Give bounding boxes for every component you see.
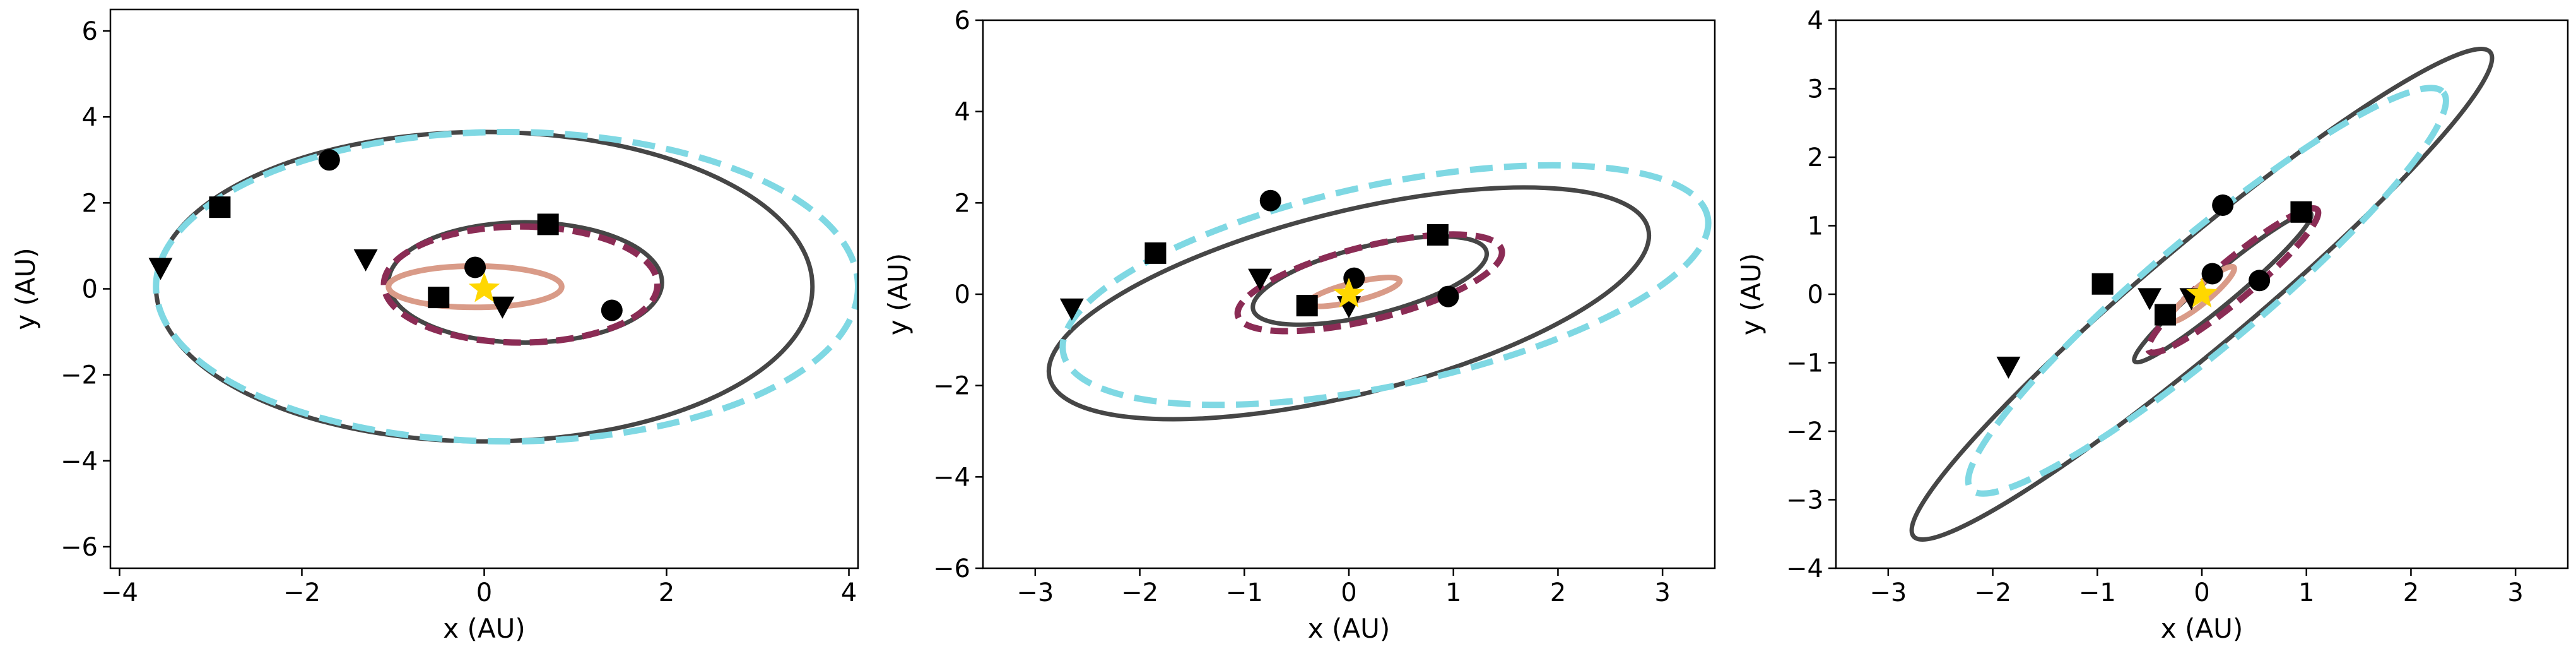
marker-square-2 [1144,242,1167,264]
y-axis-label: y (AU) [883,253,914,335]
x-tick-label: −1 [2079,578,2116,607]
x-tick-label: 2 [1550,578,1566,607]
x-tick-label: 1 [2298,578,2314,607]
y-tick-label: 2 [1808,143,1823,172]
marker-circle-1 [2212,194,2234,216]
y-tick-label: 0 [82,275,98,304]
y-axis-label: y (AU) [1736,253,1767,335]
y-tick-label: 0 [955,280,970,309]
plot-area [148,129,858,445]
star-icon [1333,278,1365,307]
marker-circle-7 [464,256,486,278]
marker-square-4 [537,213,559,236]
y-tick-label: −6 [61,533,98,562]
y-tick-label: 0 [1808,280,1823,309]
orbit-cyan-dashed-2 [1059,162,1712,409]
x-tick-label: −2 [283,578,321,607]
x-tick-label: 0 [1341,578,1356,607]
y-tick-label: −2 [933,372,970,401]
marker-triangle-3 [1059,298,1084,321]
marker-square-4 [1426,224,1449,246]
y-tick-label: −4 [61,447,98,476]
orbit-maroon-dashed-4 [1234,231,1505,335]
marker-circle-7 [2201,263,2223,285]
marker-square-4 [2290,201,2312,223]
marker-square-8 [2155,304,2176,326]
marker-triangle-5 [1248,268,1273,291]
y-tick-label: 4 [82,103,98,132]
x-tick-label: −1 [1226,578,1263,607]
marker-triangle-9 [490,296,515,319]
marker-square-8 [1296,295,1318,317]
x-tick-label: 0 [476,578,492,607]
x-tick-label: −2 [1121,578,1158,607]
orbit-dark-1 [1046,185,1652,422]
marker-square-2 [209,196,231,218]
y-tick-label: −3 [1786,486,1823,515]
x-tick-label: −3 [1016,578,1054,607]
x-tick-label: 2 [659,578,674,607]
marker-square-8 [428,287,450,309]
y-tick-label: 2 [955,189,970,218]
marker-circle-6 [601,299,623,321]
x-tick-label: 0 [2194,578,2209,607]
y-tick-label: 3 [1808,75,1823,104]
x-tick-label: 3 [2507,578,2523,607]
y-tick-label: 1 [1808,212,1823,241]
chart-panel-2: −3 −2 −1 0 1 2 3 −6 −4 −2 0 2 4 6 x (AU) y (AU) [883,6,1716,644]
y-tick-label: 6 [82,17,98,46]
plot-area [1046,162,1712,422]
y-tick-label: −4 [933,463,970,492]
marker-circle-1 [1259,189,1281,212]
plot-area [1909,46,2495,542]
x-tick-label: −2 [1974,578,2011,607]
y-tick-label: 2 [82,189,98,218]
y-tick-label: −1 [1786,349,1823,378]
x-axis-label: x (AU) [2161,613,2243,644]
y-tick-label: 4 [1808,6,1823,35]
x-axis-label: x (AU) [1308,613,1390,644]
marker-triangle-5 [353,249,378,271]
orbit-cyan-dashed-2 [153,129,858,445]
y-tick-label: 4 [955,98,970,127]
y-tick-label: −6 [933,554,970,583]
marker-triangle-3 [148,258,173,280]
star-icon [2186,278,2218,307]
orbit-maroon-dashed-4 [380,223,661,346]
orbit-maroon-dashed-4 [2144,205,2322,356]
marker-circle-6 [1437,285,1459,307]
x-tick-label: 3 [1654,578,1670,607]
orbit-cyan-dashed-2 [1965,85,2449,497]
star-icon [468,272,500,302]
x-axis-label: x (AU) [443,613,525,644]
y-tick-label: −4 [1786,554,1823,583]
x-tick-label: −3 [1869,578,1907,607]
y-tick-label: 6 [955,6,970,35]
x-tick-label: 4 [841,578,857,607]
marker-square-2 [2091,273,2114,295]
y-tick-label: −2 [61,361,98,390]
marker-triangle-5 [2138,288,2162,311]
marker-circle-1 [318,149,340,171]
marker-circle-6 [2249,270,2271,292]
chart-panel-3: −3 −2 −1 0 1 2 3 −4 −3 −2 −1 0 1 2 3 4 x (AU) y (AU) [1736,6,2569,644]
x-tick-label: 1 [1445,578,1461,607]
x-tick-label: 2 [2403,578,2419,607]
marker-triangle-3 [1996,356,2021,379]
y-tick-label: −2 [1786,417,1823,446]
x-tick-label: −4 [101,578,138,607]
y-axis-label: y (AU) [10,247,41,330]
